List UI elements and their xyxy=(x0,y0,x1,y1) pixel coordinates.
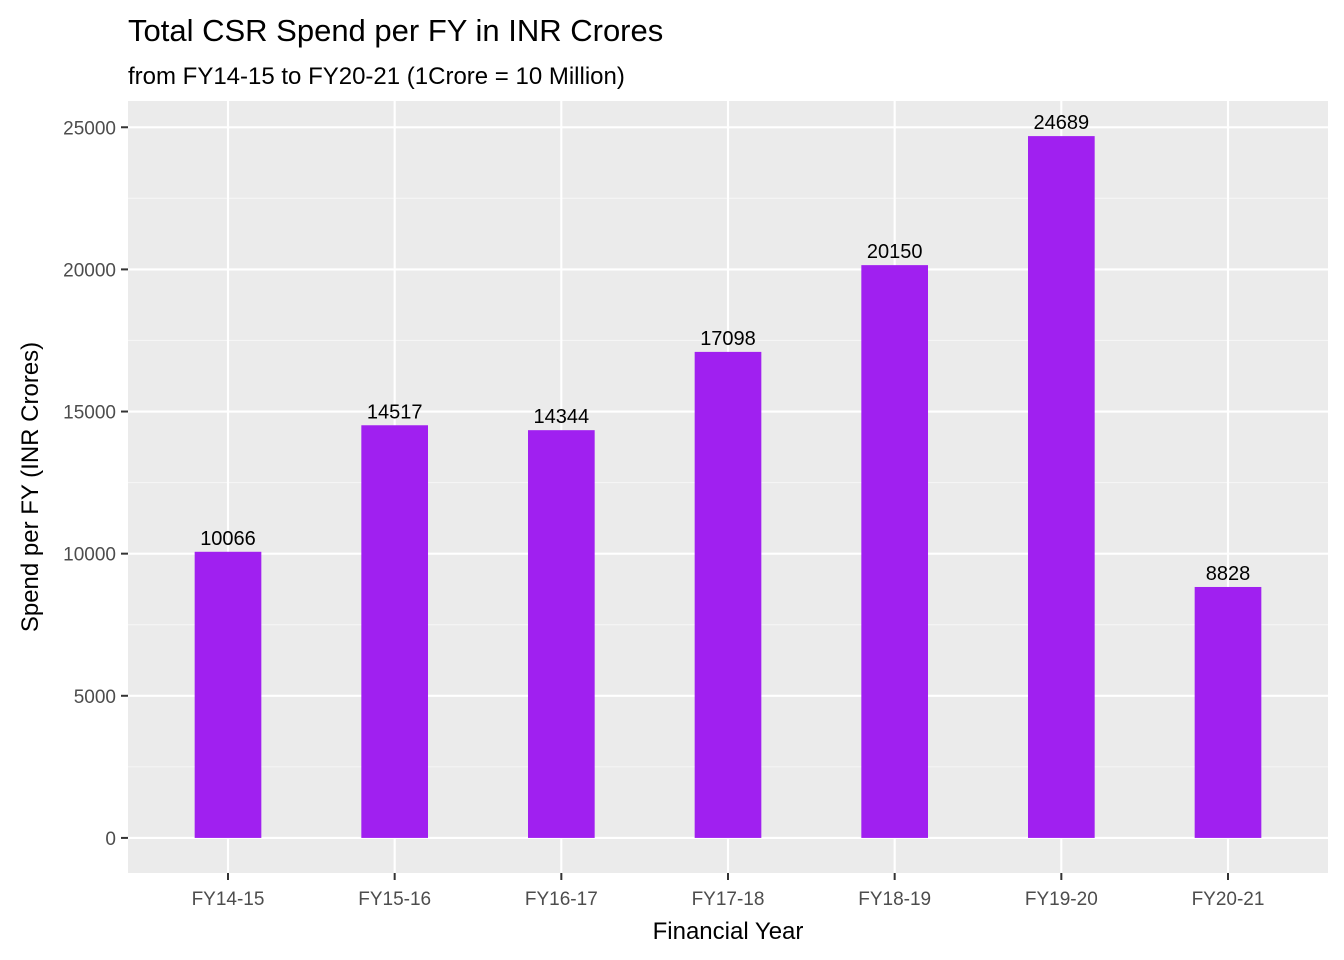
data-label-fy14-15: 10066 xyxy=(200,528,256,550)
bar-fy19-20 xyxy=(1028,136,1095,838)
bar-fy16-17 xyxy=(528,430,595,838)
y-tick-label: 20000 xyxy=(63,260,116,281)
y-tick-label: 25000 xyxy=(63,118,116,139)
bars xyxy=(194,136,1262,838)
x-tick-label: FY15-16 xyxy=(358,889,431,910)
data-label-fy17-18: 17098 xyxy=(700,328,756,350)
x-tick-label: FY16-17 xyxy=(525,889,598,910)
x-axis-title: Financial Year xyxy=(653,918,804,945)
data-label-fy20-21: 8828 xyxy=(1206,563,1251,585)
y-axis-title: Spend per FY (INR Crores) xyxy=(17,342,44,632)
y-tick-label: 0 xyxy=(105,829,116,850)
bar-fy15-16 xyxy=(361,425,428,838)
bar-fy14-15 xyxy=(194,551,262,838)
data-label-fy19-20: 24689 xyxy=(1034,112,1090,134)
x-tick-label: FY20-21 xyxy=(1192,889,1265,910)
chart-subtitle: from FY14-15 to FY20-21 (1Crore = 10 Mil… xyxy=(128,63,625,90)
x-tick-label: FY14-15 xyxy=(192,889,265,910)
chart-title: Total CSR Spend per FY in INR Crores xyxy=(128,13,663,48)
data-label-fy15-16: 14517 xyxy=(367,401,423,423)
x-tick-label: FY18-19 xyxy=(858,889,931,910)
bar-fy20-21 xyxy=(1194,586,1262,838)
y-axis: 0 5000 10000 15000 20000 25000 xyxy=(63,118,128,850)
x-tick-label: FY19-20 xyxy=(1025,889,1098,910)
bar-fy18-19 xyxy=(861,265,928,838)
data-labels: 10066 14517 14344 17098 20150 24689 8828 xyxy=(200,112,1250,585)
data-label-fy16-17: 14344 xyxy=(534,406,590,428)
data-label-fy18-19: 20150 xyxy=(867,241,923,263)
y-tick-label: 5000 xyxy=(74,687,116,708)
bar-fy17-18 xyxy=(694,351,762,838)
x-axis: FY14-15 FY15-16 FY16-17 FY17-18 FY18-19 FY19-… xyxy=(192,873,1265,910)
y-tick-label: 15000 xyxy=(63,403,116,424)
x-tick-label: FY17-18 xyxy=(692,889,765,910)
y-tick-label: 10000 xyxy=(63,545,116,566)
